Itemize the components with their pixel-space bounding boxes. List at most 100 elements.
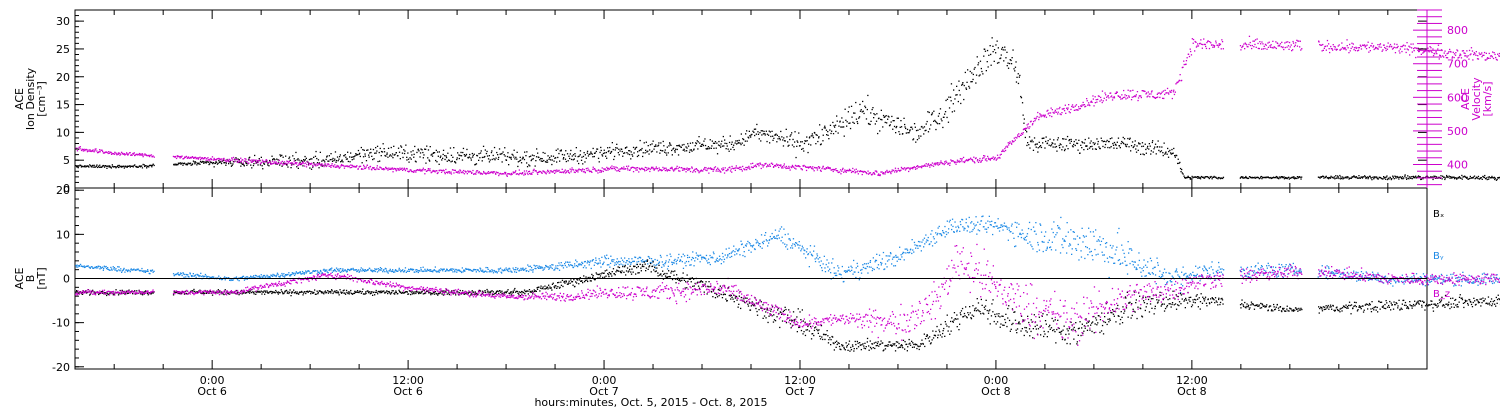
velocity-series-point xyxy=(1246,44,1248,46)
density-series-point xyxy=(851,116,853,118)
density-series-point xyxy=(958,80,960,82)
velocity-series-point xyxy=(1000,153,1002,155)
velocity-series-point xyxy=(1125,95,1128,97)
velocity-series-point xyxy=(852,171,855,173)
density-series-point xyxy=(1441,178,1443,180)
density-series-point xyxy=(298,159,300,161)
velocity-series-point xyxy=(647,168,649,171)
by-series-point xyxy=(663,265,665,267)
density-series-point xyxy=(1130,145,1133,147)
by-series-point xyxy=(103,265,105,267)
density-series-point xyxy=(106,165,108,167)
density-series-point xyxy=(318,162,321,164)
velocity-series-point xyxy=(1027,123,1029,125)
velocity-series-point xyxy=(1436,53,1438,55)
density-series-point xyxy=(1475,177,1477,179)
density-series-point xyxy=(913,123,916,125)
density-series-point xyxy=(427,149,430,151)
velocity-series-point xyxy=(1453,56,1455,59)
density-series-point xyxy=(378,151,380,154)
velocity-series-point xyxy=(1419,49,1421,51)
by-series-point xyxy=(362,268,364,270)
velocity-series-point xyxy=(363,166,365,168)
by-series-point xyxy=(612,260,614,263)
velocity-series-point xyxy=(1160,92,1162,94)
velocity-series-point xyxy=(700,169,703,171)
density-series-point xyxy=(1274,177,1276,179)
density-series-point xyxy=(1094,142,1096,144)
density-series-point xyxy=(1493,176,1495,178)
by-series-point xyxy=(140,270,142,272)
density-series-point xyxy=(806,136,808,138)
velocity-series-point xyxy=(908,170,910,173)
velocity-series-point xyxy=(470,171,472,173)
density-series-point xyxy=(1468,178,1470,180)
velocity-series-point xyxy=(454,169,456,171)
density-series-point xyxy=(873,117,875,119)
density-series-point xyxy=(858,116,861,118)
by-series-point xyxy=(656,259,659,261)
velocity-series-point xyxy=(1429,46,1431,48)
velocity-series-point xyxy=(936,163,938,165)
density-series-point xyxy=(1477,175,1480,178)
by-series-point xyxy=(810,253,813,255)
by-series-point xyxy=(508,270,510,273)
by-series-point xyxy=(597,262,600,264)
density-series-point xyxy=(331,158,333,161)
density-series-point xyxy=(1076,142,1078,144)
density-series-point xyxy=(453,147,455,149)
density-series-point xyxy=(762,133,765,135)
by-series-point xyxy=(574,265,576,267)
density-series-point xyxy=(715,147,717,149)
velocity-series-point xyxy=(1400,45,1402,48)
velocity-series-point xyxy=(1049,115,1051,117)
density-series-point xyxy=(513,149,515,151)
velocity-series-point xyxy=(1365,48,1368,50)
velocity-series-point xyxy=(328,163,330,166)
velocity-series-point xyxy=(87,150,89,152)
velocity-series-point xyxy=(1145,93,1147,95)
density-series-point xyxy=(1098,146,1100,148)
velocity-series-point xyxy=(502,173,504,175)
velocity-series-point xyxy=(400,168,403,170)
by-series-point xyxy=(249,277,251,279)
by-series-point xyxy=(581,261,583,263)
density-series-point xyxy=(1291,176,1294,178)
density-series-point xyxy=(1420,178,1422,180)
by-series-point xyxy=(554,269,556,271)
density-series-point xyxy=(896,117,898,119)
by-series-point xyxy=(614,262,616,264)
by-series-point xyxy=(453,268,455,270)
density-series-point xyxy=(651,143,653,145)
by-series-point xyxy=(426,268,429,270)
by-series-point xyxy=(189,272,191,274)
density-series-point xyxy=(577,156,579,158)
velocity-series-point xyxy=(1185,60,1188,62)
density-series-point xyxy=(555,149,557,151)
by-series-point xyxy=(811,255,814,257)
by-series-point xyxy=(433,269,435,271)
density-series-point xyxy=(931,112,934,114)
velocity-series-point xyxy=(1162,97,1164,99)
density-series-point xyxy=(340,161,342,163)
density-series-point xyxy=(1150,153,1152,155)
velocity-series-point xyxy=(1269,45,1271,47)
density-series-point xyxy=(819,144,822,146)
velocity-series-point xyxy=(260,161,263,164)
velocity-series-point xyxy=(436,172,438,175)
velocity-series-point xyxy=(672,169,674,171)
by-series-point xyxy=(121,271,123,273)
by-series-point xyxy=(511,271,513,273)
velocity-series-point xyxy=(677,167,679,170)
density-series-point xyxy=(579,154,581,156)
by-series-point xyxy=(120,268,122,270)
density-series-point xyxy=(997,47,999,49)
density-series-point xyxy=(299,161,301,163)
density-series-point xyxy=(1472,176,1475,178)
velocity-series-point xyxy=(675,167,677,169)
density-series-point xyxy=(974,66,976,69)
density-series-point xyxy=(956,94,958,96)
velocity-series-point xyxy=(1462,50,1465,52)
density-series-point xyxy=(274,159,276,161)
density-series-point xyxy=(1154,143,1157,145)
